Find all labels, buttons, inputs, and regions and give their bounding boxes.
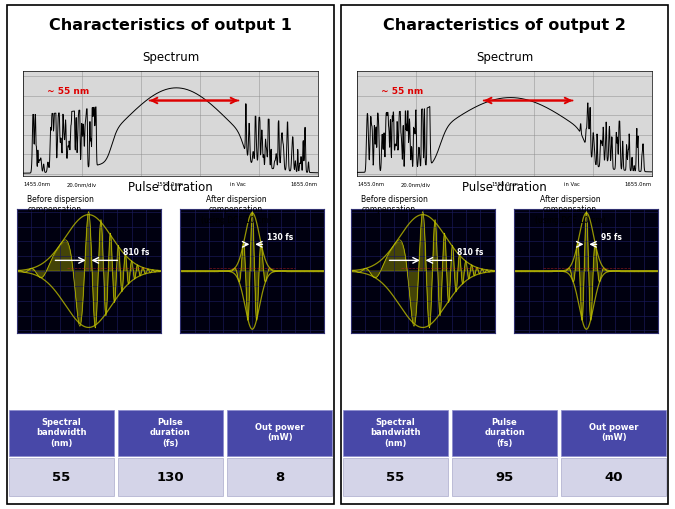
Text: 1655.0nm: 1655.0nm <box>625 182 652 187</box>
Text: ~ 55 nm: ~ 55 nm <box>47 87 89 96</box>
Text: Spectral
bandwidth
(nm): Spectral bandwidth (nm) <box>36 418 86 447</box>
Text: 95 fs: 95 fs <box>601 233 622 242</box>
Text: 8: 8 <box>275 471 284 484</box>
Text: 130 fs: 130 fs <box>267 233 293 242</box>
Text: 20.0nm/div: 20.0nm/div <box>67 182 97 187</box>
Text: 95: 95 <box>495 471 514 484</box>
Text: 20.0nm/div: 20.0nm/div <box>401 182 431 187</box>
Text: 1455.0nm: 1455.0nm <box>23 182 50 187</box>
Text: 55: 55 <box>386 471 404 484</box>
Text: Pulse
duration
(fs): Pulse duration (fs) <box>150 418 191 447</box>
Text: 130: 130 <box>157 471 184 484</box>
Text: Characteristics of output 1: Characteristics of output 1 <box>49 18 292 33</box>
Text: 810 fs: 810 fs <box>123 248 150 258</box>
Text: ~ 55 nm: ~ 55 nm <box>381 87 423 96</box>
Text: 1555.0nm: 1555.0nm <box>157 182 184 187</box>
Text: in Vac: in Vac <box>564 182 580 187</box>
Text: 1455.0nm: 1455.0nm <box>357 182 384 187</box>
Text: Pulse duration: Pulse duration <box>462 181 547 194</box>
Text: in Vac: in Vac <box>230 182 246 187</box>
Text: Characteristics of output 2: Characteristics of output 2 <box>383 18 626 33</box>
Text: Out power
(mW): Out power (mW) <box>255 423 304 442</box>
Text: Pulse
duration
(fs): Pulse duration (fs) <box>484 418 525 447</box>
Text: 55: 55 <box>52 471 70 484</box>
Text: Before dispersion
compensation: Before dispersion compensation <box>361 195 429 214</box>
Text: 810 fs: 810 fs <box>457 248 484 258</box>
Text: After dispersion
compensation
(using DCF 10 cm): After dispersion compensation (using DCF… <box>200 195 271 225</box>
Text: 1655.0nm: 1655.0nm <box>291 182 318 187</box>
Text: Spectrum: Spectrum <box>476 51 533 64</box>
Text: Before dispersion
compensation: Before dispersion compensation <box>27 195 94 214</box>
Text: After dispersion
compensation
(using DCF 10 cm): After dispersion compensation (using DCF… <box>535 195 605 225</box>
Text: 1555.0nm: 1555.0nm <box>491 182 518 187</box>
Text: Spectrum: Spectrum <box>142 51 199 64</box>
Text: 40: 40 <box>604 471 623 484</box>
Text: Out power
(mW): Out power (mW) <box>589 423 639 442</box>
Text: Pulse duration: Pulse duration <box>128 181 213 194</box>
Text: Spectral
bandwidth
(nm): Spectral bandwidth (nm) <box>370 418 421 447</box>
